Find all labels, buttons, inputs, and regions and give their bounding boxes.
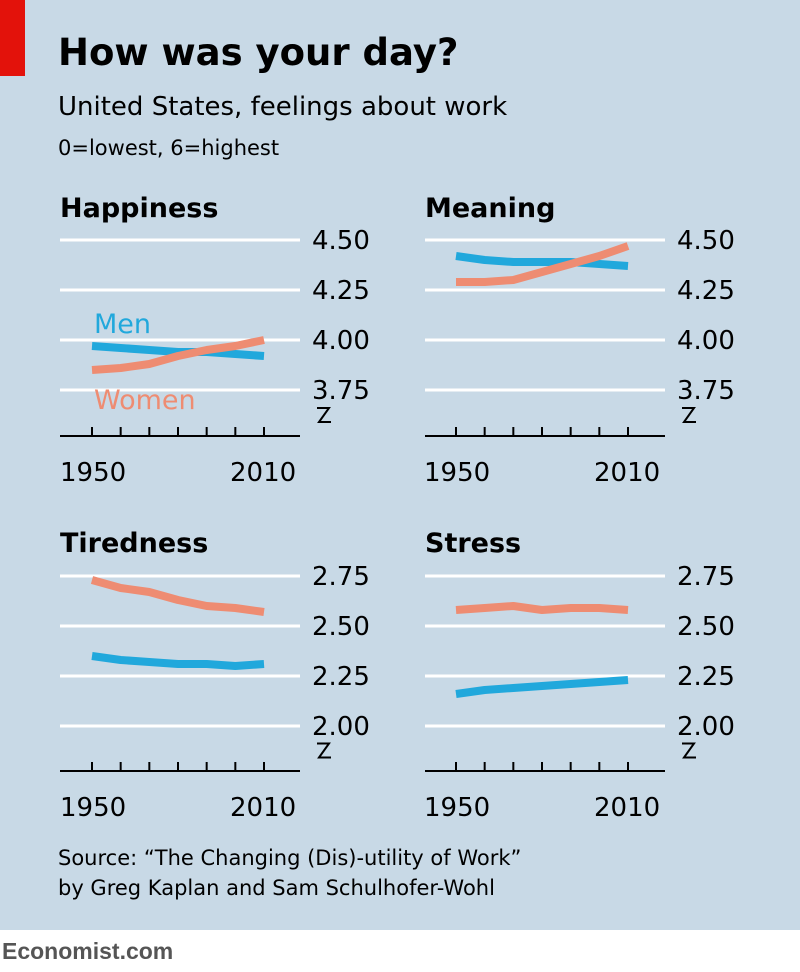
brand-red-tab <box>0 0 25 76</box>
meaning-men-line <box>455 252 629 270</box>
tiredness-xtick-label: 1950 <box>60 793 126 823</box>
happiness-ytick-label: 4.50 <box>312 226 370 256</box>
meaning-axis-break-icon <box>682 407 696 423</box>
happiness-women-line <box>91 336 265 374</box>
chart-card: How was your day? United States, feeling… <box>0 0 800 930</box>
meaning-ytick-label: 4.25 <box>677 276 735 306</box>
chart-subtitle: United States, feelings about work <box>58 92 508 122</box>
stress-ytick-label: 2.00 <box>677 712 735 742</box>
tiredness-ytick-label: 2.50 <box>312 612 370 642</box>
source-line-1: Source: “The Changing (Dis)-utility of W… <box>58 846 522 870</box>
stress-xtick-label: 2010 <box>594 793 660 823</box>
happiness-ytick-label: 3.75 <box>312 376 370 406</box>
tiredness-axis-break-icon <box>317 742 331 759</box>
women-series-label: Women <box>94 385 196 416</box>
stress-ytick-label: 2.50 <box>677 612 735 642</box>
tiredness-women-line <box>90 576 265 616</box>
meaning-title: Meaning <box>425 193 555 224</box>
meaning-ytick-label: 4.50 <box>677 226 735 256</box>
meaning-xtick-label: 2010 <box>594 458 660 488</box>
tiredness-ytick-label: 2.25 <box>312 662 370 692</box>
tiredness-title: Tiredness <box>60 528 208 559</box>
stress-ytick-label: 2.75 <box>677 562 735 592</box>
tiredness-xtick-label: 2010 <box>230 793 296 823</box>
men-series-label: Men <box>94 309 151 340</box>
tiredness-men-line <box>91 652 265 670</box>
meaning-women-line <box>456 242 630 286</box>
stress-men-line <box>455 676 629 698</box>
stress-title: Stress <box>425 528 521 559</box>
happiness-xtick-label: 2010 <box>230 458 296 488</box>
scale-note: 0=lowest, 6=highest <box>58 136 280 160</box>
happiness-ytick-label: 4.00 <box>312 326 370 356</box>
meaning-xtick-label: 1950 <box>424 458 490 488</box>
small-multiples-chart: Happiness 4.50 4.25 4.00 3.75 1950 2010 Meaning… <box>60 193 735 823</box>
stress-women-line <box>455 602 629 614</box>
meaning-ytick-label: 4.00 <box>677 326 735 356</box>
source-line-2: by Greg Kaplan and Sam Schulhofer-Wohl <box>58 876 495 900</box>
meaning-ytick-label: 3.75 <box>677 376 735 406</box>
economist-logo: Economist.com <box>2 938 174 964</box>
tiredness-ytick-label: 2.75 <box>312 562 370 592</box>
stress-xtick-label: 1950 <box>424 793 490 823</box>
chart-title: How was your day? <box>58 31 459 74</box>
happiness-axis-break-icon <box>317 407 331 423</box>
stress-axis-break-icon <box>682 742 696 759</box>
happiness-ytick-label: 4.25 <box>312 276 370 306</box>
happiness-title: Happiness <box>60 193 218 224</box>
happiness-xtick-label: 1950 <box>60 458 126 488</box>
tiredness-ytick-label: 2.00 <box>312 712 370 742</box>
stress-ytick-label: 2.25 <box>677 662 735 692</box>
